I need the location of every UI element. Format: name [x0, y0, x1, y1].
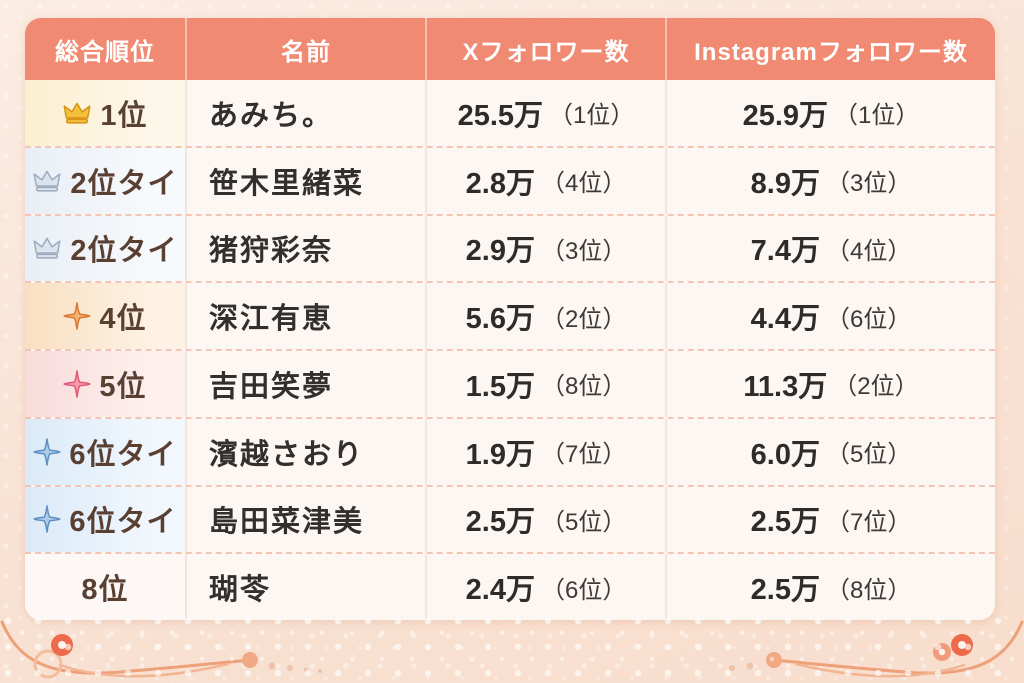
- instagram-followers-rank: （5位）: [825, 441, 912, 469]
- name-cell: あみち。: [185, 80, 425, 146]
- swirl-ornament-left: [0, 620, 322, 679]
- blue-diamond-icon: [33, 437, 62, 466]
- instagram-followers-cell: 4.4万 （6位）: [665, 283, 995, 349]
- x-followers-value: 2.5万: [465, 506, 535, 539]
- ranking-table: 総合順位 名前 Xフォロワー数 Instagramフォロワー数 1位 あみち。 …: [25, 18, 995, 620]
- orange-diamond-icon: [63, 302, 92, 330]
- instagram-followers-cell: 6.0万 （5位）: [665, 418, 995, 485]
- instagram-followers-cell: 2.5万 （8位）: [665, 554, 995, 620]
- header-cell-overall-rank: 総合順位: [55, 38, 155, 66]
- instagram-followers-rank: （8位）: [825, 576, 912, 604]
- dot-pattern-bottom: [0, 613, 1024, 683]
- instagram-followers-value: 2.5万: [750, 506, 820, 539]
- name-cell: 吉田笑夢: [185, 351, 425, 417]
- rank-cell: 2位タイ: [25, 215, 185, 282]
- instagram-followers-rank: （3位）: [825, 170, 912, 198]
- rank-cell: 6位タイ: [25, 486, 185, 553]
- header-row: 総合順位 名前 Xフォロワー数 Instagramフォロワー数: [25, 18, 995, 80]
- x-followers-rank: （7位）: [540, 441, 627, 469]
- x-followers-rank: （5位）: [540, 508, 627, 536]
- x-followers-rank: （8位）: [540, 373, 627, 401]
- x-followers-cell: 2.9万 （3位）: [425, 215, 665, 282]
- header-cell-x-followers: Xフォロワー数: [425, 18, 665, 80]
- table-row: 1位 あみち。 25.5万 （1位） 25.9万 （1位）: [25, 80, 995, 146]
- header-cell-name: 名前: [185, 18, 425, 80]
- rank-label: 6位タイ: [69, 506, 177, 539]
- rank-cell: 5位: [25, 351, 185, 417]
- rank-cell: 6位タイ: [25, 418, 185, 485]
- instagram-followers-rank: （1位）: [834, 102, 920, 130]
- x-followers-cell: 2.5万 （5位）: [425, 486, 665, 553]
- instagram-followers-value: 7.4万: [750, 235, 820, 268]
- x-followers-rank: （2位）: [540, 305, 627, 333]
- instagram-followers-cell: 7.4万 （4位）: [665, 215, 995, 282]
- x-followers-cell: 1.9万 （7位）: [425, 418, 665, 485]
- instagram-followers-rank: （7位）: [825, 508, 912, 536]
- instagram-followers-cell: 25.9万 （1位）: [665, 80, 995, 146]
- name-cell: 猪狩彩奈: [185, 215, 425, 282]
- table-row: 2位タイ 笹木里緒菜 2.8万 （4位） 8.9万 （3位）: [25, 145, 995, 214]
- blue-diamond-icon: [33, 505, 62, 534]
- x-followers-rank: （3位）: [540, 237, 627, 265]
- x-followers-value: 1.9万: [465, 438, 535, 471]
- gold-crown-icon: [62, 101, 92, 125]
- table-row: 6位タイ 島田菜津美 2.5万 （5位） 2.5万 （7位）: [25, 484, 995, 553]
- table-row: 8位 瑚苓 2.4万 （6位） 2.5万 （8位）: [25, 552, 995, 620]
- table-row: 4位 深江有恵 5.6万 （2位） 4.4万 （6位）: [25, 281, 995, 349]
- x-followers-rank: （4位）: [540, 170, 627, 198]
- x-followers-value: 25.5万: [457, 99, 544, 132]
- header-cell-instagram-followers: Instagramフォロワー数: [665, 18, 995, 80]
- instagram-followers-cell: 11.3万 （2位）: [665, 351, 995, 417]
- x-followers-value: 2.4万: [465, 574, 535, 607]
- instagram-followers-value: 2.5万: [750, 574, 820, 607]
- x-followers-value: 5.6万: [465, 303, 535, 336]
- x-followers-value: 2.8万: [465, 167, 535, 200]
- x-followers-rank: （6位）: [540, 576, 627, 604]
- rank-cell: 2位タイ: [25, 147, 185, 214]
- name-cell: 瑚苓: [185, 554, 425, 620]
- rank-label: 1位: [100, 99, 148, 132]
- x-followers-rank: （1位）: [549, 102, 635, 130]
- instagram-followers-value: 4.4万: [750, 303, 820, 336]
- rank-cell: 8位: [25, 554, 185, 620]
- instagram-followers-cell: 2.5万 （7位）: [665, 486, 995, 553]
- instagram-followers-rank: （4位）: [825, 237, 912, 265]
- name-cell: 笹木里緒菜: [185, 147, 425, 214]
- x-followers-cell: 5.6万 （2位）: [425, 283, 665, 349]
- table-row: 2位タイ 猪狩彩奈 2.9万 （3位） 7.4万 （4位）: [25, 213, 995, 282]
- swirl-ornament-right: [729, 620, 1024, 678]
- x-followers-cell: 2.8万 （4位）: [425, 147, 665, 214]
- name-cell: 島田菜津美: [185, 486, 425, 553]
- instagram-followers-value: 25.9万: [742, 99, 829, 132]
- rank-label: 5位: [99, 370, 147, 403]
- name-cell: 深江有恵: [185, 283, 425, 349]
- rank-label: 6位タイ: [69, 438, 177, 471]
- rank-cell: 1位: [25, 80, 185, 146]
- name-cell: 濱越さおり: [185, 418, 425, 485]
- rank-cell: 4位: [25, 283, 185, 349]
- rank-label: 2位タイ: [70, 167, 178, 200]
- instagram-followers-rank: （2位）: [833, 373, 919, 401]
- x-followers-cell: 1.5万 （8位）: [425, 351, 665, 417]
- pink-diamond-icon: [63, 370, 92, 398]
- x-followers-value: 2.9万: [465, 235, 535, 268]
- instagram-followers-value: 6.0万: [750, 438, 820, 471]
- table-row: 5位 吉田笑夢 1.5万 （8位） 11.3万 （2位）: [25, 349, 995, 417]
- x-followers-value: 1.5万: [465, 370, 535, 403]
- instagram-followers-value: 11.3万: [743, 370, 828, 403]
- instagram-followers-rank: （6位）: [825, 305, 912, 333]
- rank-label: 2位タイ: [70, 235, 178, 268]
- silver-crown-icon: [32, 236, 62, 260]
- instagram-followers-cell: 8.9万 （3位）: [665, 147, 995, 214]
- x-followers-cell: 25.5万 （1位）: [425, 80, 665, 146]
- silver-crown-icon: [32, 169, 62, 193]
- instagram-followers-value: 8.9万: [750, 167, 820, 200]
- rank-label: 4位: [99, 303, 147, 336]
- rank-label: 8位: [81, 574, 129, 607]
- x-followers-cell: 2.4万 （6位）: [425, 554, 665, 620]
- table-row: 6位タイ 濱越さおり 1.9万 （7位） 6.0万 （5位）: [25, 416, 995, 485]
